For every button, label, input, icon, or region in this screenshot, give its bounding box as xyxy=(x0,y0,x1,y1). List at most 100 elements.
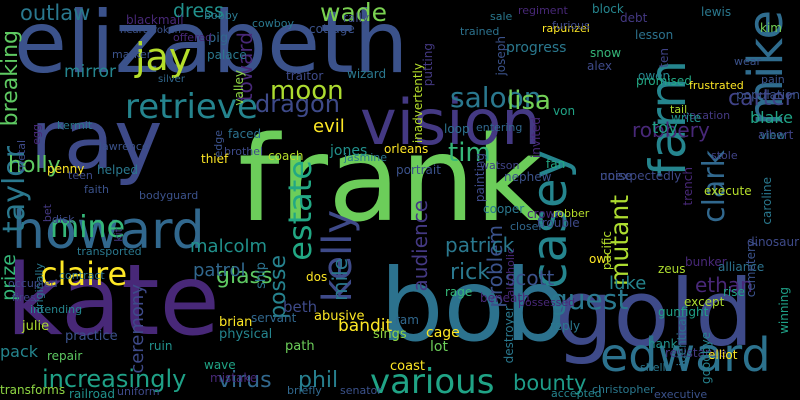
cloud-word: rapunzel xyxy=(542,22,590,35)
cloud-word: mile xyxy=(328,258,352,301)
cloud-word: cooper xyxy=(483,202,525,216)
cloud-word: brothel xyxy=(224,145,264,158)
cloud-word: briefly xyxy=(287,384,322,397)
cloud-word: retrieve xyxy=(125,87,258,127)
cloud-word: promised xyxy=(636,74,692,88)
cloud-word: carter xyxy=(728,86,794,111)
cloud-word: loop xyxy=(444,122,470,136)
cloud-word: rise xyxy=(723,285,745,299)
cloud-word: alex xyxy=(587,59,612,73)
cloud-word: putting xyxy=(421,43,435,87)
cloud-word: kermit xyxy=(57,119,93,132)
cloud-word: faith xyxy=(84,183,109,196)
cloud-word: mine xyxy=(50,210,126,245)
cloud-word: watson xyxy=(480,159,520,172)
cloud-word: gunfight xyxy=(658,305,709,319)
cloud-word: uniform xyxy=(117,385,160,398)
cloud-word: shell xyxy=(640,361,666,374)
cloud-word: patrol xyxy=(193,260,246,281)
cloud-word: practice xyxy=(65,329,118,344)
cloud-word: pain xyxy=(761,73,785,86)
cloud-word: trench xyxy=(681,167,695,206)
cloud-word: offered xyxy=(173,31,213,44)
cloud-word: virus xyxy=(218,368,272,393)
cloud-word: toy xyxy=(652,118,678,137)
cloud-word: jasmine xyxy=(344,151,388,164)
cloud-word: bodyguard xyxy=(139,189,199,202)
cloud-word: progress xyxy=(506,40,567,56)
cloud-word: pacific xyxy=(600,231,614,271)
cloud-word: executive xyxy=(654,388,708,400)
cloud-word: joseph xyxy=(494,36,508,76)
cloud-word: senator xyxy=(340,384,382,397)
cloud-word: bunker xyxy=(685,255,727,269)
cloud-word: occupied xyxy=(8,277,58,290)
cloud-word: servant xyxy=(251,311,297,325)
cloud-word: entering xyxy=(476,121,523,134)
cloud-word: furious xyxy=(552,19,590,32)
cloud-word: frank xyxy=(238,110,544,248)
cloud-word: saloon xyxy=(450,81,542,114)
cloud-word: rally xyxy=(343,11,370,25)
cloud-word: goodbye xyxy=(699,332,713,385)
cloud-word: teen xyxy=(68,169,93,182)
cloud-word: resistance xyxy=(665,346,727,360)
cloud-word: jones xyxy=(330,143,368,159)
cloud-word: sale xyxy=(490,10,513,23)
cloud-word: intending xyxy=(30,303,83,316)
cloud-word: rick xyxy=(450,260,490,285)
cloud-word: kit xyxy=(112,228,125,242)
cloud-word: wear xyxy=(734,55,762,68)
cloud-word: thief xyxy=(201,152,229,166)
cloud-word: winning xyxy=(777,287,791,334)
cloud-word: orleans xyxy=(384,142,429,156)
cloud-word: fires xyxy=(12,291,36,304)
cloud-word: patrick xyxy=(445,233,515,257)
cloud-word: howard xyxy=(12,201,205,261)
cloud-word: zeus xyxy=(658,262,686,276)
cloud-word: view xyxy=(760,129,786,142)
cloud-word: breaking xyxy=(0,30,23,127)
cloud-word: robber xyxy=(553,207,590,220)
cloud-word: coast xyxy=(390,359,425,374)
cloud-word: ten xyxy=(657,48,671,68)
cloud-word: write xyxy=(671,111,702,125)
cloud-word: estate xyxy=(281,160,319,261)
cloud-word: lewis xyxy=(701,5,732,19)
cloud-word: tim xyxy=(448,138,491,168)
cloud-word: scott xyxy=(505,266,555,290)
cloud-word: population xyxy=(736,88,800,102)
cloud-word: vacation xyxy=(683,109,731,122)
cloud-word: wave xyxy=(204,358,236,372)
cloud-word: bandit xyxy=(338,316,393,336)
cloud-word: julie xyxy=(22,319,50,334)
cloud-word: lawrence xyxy=(99,140,149,153)
cloud-word: regiment xyxy=(518,4,568,17)
cloud-word: coach xyxy=(268,149,304,163)
cloud-word: noise xyxy=(600,169,632,183)
cloud-word: destroyer xyxy=(502,306,516,364)
cloud-word: identical xyxy=(675,315,689,367)
cloud-word: phil xyxy=(298,368,339,393)
cloud-word: elliot xyxy=(708,348,738,362)
cloud-word: metal xyxy=(15,140,28,172)
cloud-word: rage xyxy=(445,285,473,299)
cloud-word: heartbroken xyxy=(120,25,181,36)
cloud-word: penny xyxy=(47,162,85,176)
cloud-word: trained xyxy=(460,25,500,38)
cloud-word: fan xyxy=(546,157,566,171)
cloud-word: frustrated xyxy=(689,79,744,92)
cloud-word: block xyxy=(592,2,624,16)
cloud-word: marker xyxy=(112,48,152,61)
cloud-word: ethan xyxy=(695,273,753,297)
cloud-word: lisa xyxy=(507,86,551,116)
cloud-word: moon xyxy=(270,76,344,106)
cloud-word: mirror xyxy=(64,62,116,82)
cloud-word: helped xyxy=(97,163,138,177)
cloud-word: portrait xyxy=(396,163,441,177)
cloud-word: blackmail xyxy=(126,13,184,27)
cloud-word: valley xyxy=(232,70,246,106)
cloud-word: beneath xyxy=(480,291,530,305)
cloud-word: brian xyxy=(219,315,253,330)
